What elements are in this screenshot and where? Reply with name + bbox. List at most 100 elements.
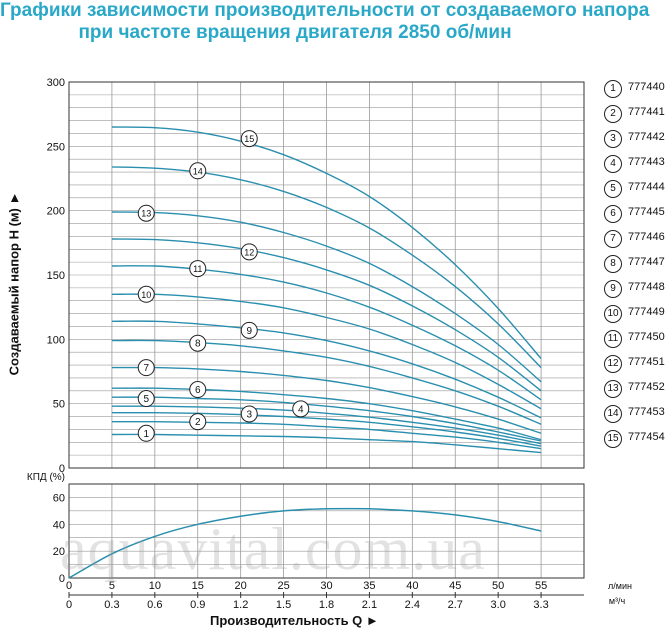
legend-item-code: 777447	[628, 256, 665, 268]
head-curve-13	[111, 211, 542, 383]
legend-item-code: 777449	[628, 306, 665, 318]
curve-label-circle	[137, 390, 155, 408]
legend-item-number: 12	[604, 355, 622, 373]
legend-item-number: 5	[604, 180, 622, 198]
axes	[68, 81, 585, 598]
legend-item-code: 777448	[628, 281, 665, 293]
curve-label-circle	[240, 321, 258, 339]
legend-item-code: 777451	[628, 356, 665, 368]
x-tick-label-lmin: 55	[535, 580, 547, 592]
x-tick-label-m3h: 3.0	[491, 599, 506, 611]
legend-item-code: 777445	[628, 206, 665, 218]
x-tick-label-m3h: 2.1	[362, 599, 377, 611]
legend-item-code: 777440	[628, 81, 665, 93]
x-tick-label-lmin: 30	[320, 580, 332, 592]
legend-item-code: 777446	[628, 231, 665, 243]
head-curve-1	[111, 433, 542, 454]
head-curve-15	[111, 126, 542, 360]
legend-item-number: 9	[604, 280, 622, 298]
curve-label-number: 7	[143, 363, 149, 374]
efficiency-y-tick-label: 40	[53, 519, 65, 531]
curve-label-circle	[189, 334, 207, 352]
curve-label-circle	[240, 243, 258, 261]
curve-label-number: 5	[143, 394, 149, 405]
x-tick-label-lmin: 40	[406, 580, 418, 592]
legend-item-code: 777443	[628, 156, 665, 168]
x-tick-label-m3h: 0.3	[104, 599, 119, 611]
x-tick-label-lmin: 20	[235, 580, 247, 592]
curve-label-circle	[189, 260, 207, 278]
x-tick-label-m3h: 2.4	[405, 599, 420, 611]
legend-item-number: 6	[604, 205, 622, 223]
x-tick-label-lmin: 5	[109, 580, 115, 592]
head-curve-2	[111, 420, 542, 450]
legend-item-code: 777441	[628, 106, 665, 118]
x-tick-label-lmin: 45	[449, 580, 461, 592]
y-axis-label: Создаваемый напор H (м) ►	[6, 191, 22, 376]
curve-label-number: 14	[193, 166, 203, 176]
x-tick-label-lmin: 35	[363, 580, 375, 592]
legend-item-number: 7	[604, 230, 622, 248]
head-curve-7	[111, 366, 542, 434]
head-curve-10	[111, 293, 542, 410]
curve-label-number: 4	[298, 404, 304, 415]
head-curves	[111, 126, 542, 454]
x-tick-label-m3h: 2.7	[448, 599, 463, 611]
head-curve-9	[111, 320, 542, 419]
head-plot-frame	[68, 81, 585, 469]
head-curve-5	[111, 396, 542, 442]
x-tick-label-m3h: 0.6	[147, 599, 162, 611]
curve-label-number: 1	[143, 429, 149, 440]
legend-item-number: 4	[604, 155, 622, 173]
legend-item-number: 13	[604, 380, 622, 398]
curve-label-circle	[137, 204, 155, 222]
legend-item-number: 15	[604, 430, 622, 448]
x-tick-label-m3h: 1.2	[233, 599, 248, 611]
curve-label-circle	[189, 381, 207, 399]
x-tick-label-lmin: 50	[492, 580, 504, 592]
chart-title-line1: Графики зависимости производительности о…	[0, 0, 650, 21]
x-axis-label: Производительность Q ►	[210, 613, 379, 628]
head-curve-3	[111, 411, 542, 447]
curve-label-number: 15	[244, 134, 254, 144]
curve-label-number: 9	[246, 326, 252, 337]
legend-item-number: 14	[604, 405, 622, 423]
curve-label-circle	[189, 413, 207, 431]
x-tick-label-m3h: 1.5	[276, 599, 291, 611]
y-tick-label: 100	[47, 334, 65, 346]
legend-item-number: 1	[604, 80, 622, 98]
efficiency-y-tick-label: 20	[53, 546, 65, 558]
x-tick-label-m3h: 1.8	[319, 599, 334, 611]
y-tick-label: 300	[47, 77, 65, 89]
curve-label-number: 11	[193, 264, 202, 274]
legend-item-number: 3	[604, 130, 622, 148]
legend-item-code: 777454	[628, 431, 665, 443]
curve-label-number: 3	[246, 409, 252, 420]
efficiency-axis-label: КПД (%)	[27, 472, 65, 483]
x-tick-label-lmin: 15	[192, 580, 204, 592]
curve-label-number: 10	[141, 290, 151, 300]
efficiency-line	[68, 507, 542, 579]
x-unit-lmin: л/мин	[608, 581, 632, 591]
efficiency-y-tick-label: 60	[53, 492, 65, 504]
x-tick-label-lmin: 25	[277, 580, 289, 592]
head-curve-4	[111, 405, 542, 445]
curve-label-circle	[240, 405, 258, 423]
legend-item-code: 777452	[628, 381, 665, 393]
legend-item-number: 10	[604, 305, 622, 323]
x-tick-label-m3h: 0	[66, 599, 72, 611]
legend-item-number: 11	[604, 330, 622, 348]
legend-item-number: 2	[604, 105, 622, 123]
head-curve-12	[111, 238, 542, 392]
efficiency-grid	[69, 484, 584, 578]
legend-item-code: 777442	[628, 131, 665, 143]
legend-item-code: 777453	[628, 406, 665, 418]
curve-label-number: 8	[195, 339, 201, 350]
y-tick-label: 0	[59, 463, 65, 475]
efficiency-curve	[68, 507, 542, 579]
y-tick-label: 200	[47, 206, 65, 218]
curve-label-number: 12	[244, 247, 254, 257]
curve-label-circle	[189, 162, 207, 180]
